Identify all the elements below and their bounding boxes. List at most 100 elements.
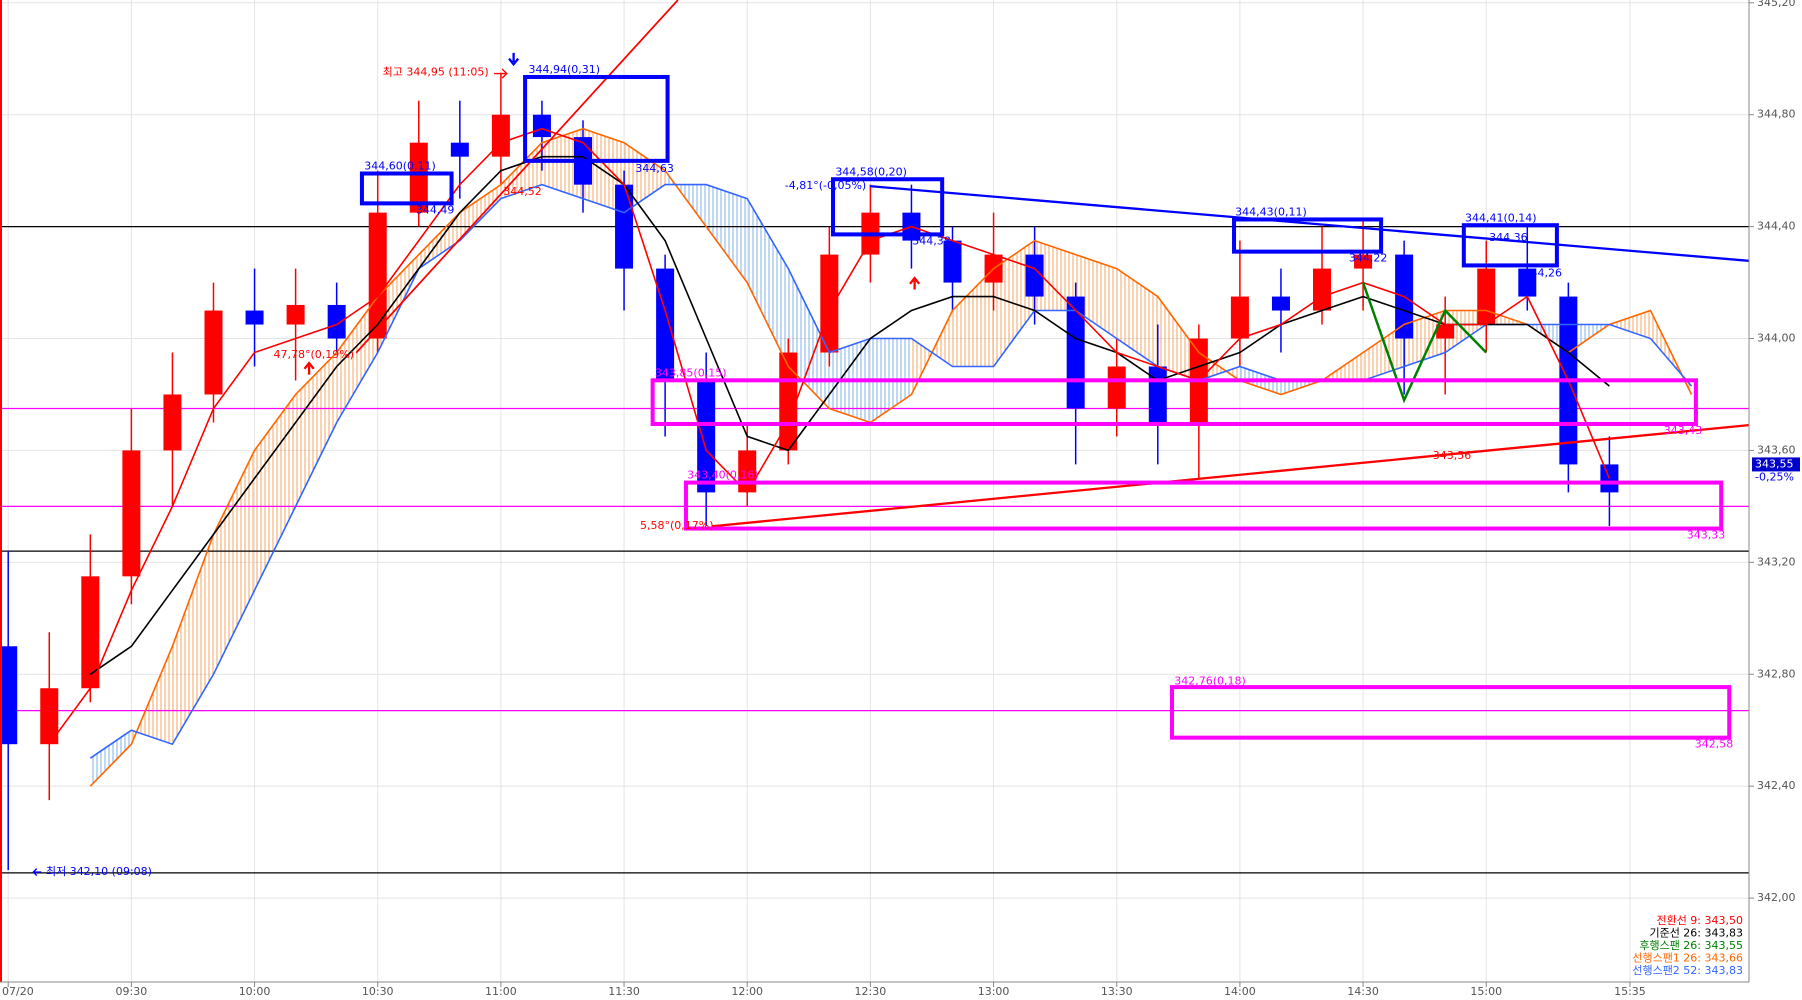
annotation: 최저 342,10 (09:08)	[46, 865, 152, 878]
box	[683, 480, 1724, 531]
candle-body	[615, 184, 634, 269]
cloud-segment	[1034, 240, 1076, 311]
cloud-segment	[952, 268, 994, 367]
annotation: 342,76(0,18)	[1174, 674, 1246, 687]
drawings	[32, 0, 1749, 877]
x-tick-label: 15:35	[1614, 985, 1646, 998]
annotation: 344,43(0,11)	[1235, 206, 1307, 219]
legend-entry: 선행스팬2 52: 343,83	[1632, 964, 1743, 977]
annotation: 47,78°(0,19%)	[273, 348, 354, 361]
annotation: 343,43	[1664, 424, 1703, 437]
candle-body	[368, 212, 387, 339]
annotation: 344,94(0,31)	[529, 63, 601, 76]
candle-body	[450, 142, 469, 157]
x-tick-label: 12:30	[855, 985, 887, 998]
arrow-down	[508, 52, 520, 67]
cloud-segment	[1363, 324, 1405, 381]
cloud-segment	[747, 198, 789, 367]
cloud-segment	[377, 254, 419, 353]
candle-body	[1600, 464, 1619, 493]
candle-body	[122, 450, 141, 577]
annotation: 343,40(0,16)	[687, 469, 759, 482]
candle-body	[1148, 366, 1167, 423]
cloud-segment	[1404, 310, 1446, 367]
annotation: 344,36	[1489, 231, 1528, 244]
x-tick-label: 11:00	[485, 985, 517, 998]
x-tick-label: 12:00	[731, 985, 763, 998]
series-line	[89, 183, 1693, 759]
candle-body	[0, 646, 18, 745]
candle-body	[1025, 254, 1044, 297]
cloud-segment	[295, 352, 337, 507]
x-tick-label: 11:30	[608, 985, 640, 998]
y-tick-label: 344,00	[1757, 332, 1796, 345]
y-tick-label: 343,60	[1757, 443, 1796, 456]
candle-body	[81, 576, 100, 689]
candle-body	[327, 304, 346, 339]
cloud-segment	[541, 128, 583, 199]
arrow-up	[909, 276, 921, 290]
cloud-segment	[1157, 296, 1199, 381]
y-tick-label: 343,20	[1757, 555, 1796, 568]
candle-body	[943, 240, 962, 283]
x-tick-label: 10:00	[239, 985, 271, 998]
candle-body	[1354, 254, 1373, 269]
price-change: -0,25%	[1755, 470, 1794, 483]
box	[1461, 223, 1559, 268]
arrow-up	[303, 361, 315, 375]
y-tick-label: 342,00	[1757, 891, 1796, 904]
annotation: 최고 344,95 (11:05)	[383, 65, 489, 78]
x-tick-label: 13:30	[1101, 985, 1133, 998]
y-tick-label: 342,80	[1757, 667, 1796, 680]
annotation: -4,81°(-0,05%)	[785, 179, 866, 192]
annotation: 344,41(0,14)	[1465, 211, 1537, 224]
x-tick-label: 14:00	[1224, 985, 1256, 998]
price-tag-label: 343,55	[1755, 457, 1794, 470]
box	[1169, 685, 1732, 740]
cloud-segment	[706, 184, 748, 283]
cloud-segment	[336, 296, 378, 423]
candle-body	[1436, 324, 1455, 339]
cloud-segment	[1116, 268, 1158, 367]
candle-body	[697, 380, 716, 493]
candle-body	[1477, 268, 1496, 325]
legend-entry: 기준선 26: 343,83	[1649, 927, 1743, 940]
cloud-segment	[1609, 310, 1651, 339]
cloud-segment	[788, 268, 830, 409]
candle-body	[1066, 296, 1085, 409]
x-tick-label: 14:30	[1347, 985, 1379, 998]
candle-body	[286, 304, 305, 325]
box	[650, 378, 1698, 426]
y-tick-label: 342,40	[1757, 779, 1796, 792]
annotation: 344,22	[1349, 252, 1388, 265]
candle-body	[532, 114, 551, 138]
annotation: 342,58	[1695, 738, 1734, 751]
trend-line	[712, 423, 1749, 528]
annotation: 343,85(0,15)	[655, 366, 727, 379]
series-line	[89, 155, 1610, 675]
candle-body	[1313, 268, 1332, 311]
price-tag	[1752, 457, 1800, 472]
annotation: 343,33	[1687, 528, 1726, 541]
candle-body	[1230, 296, 1249, 339]
x-tick-label: 13:00	[978, 985, 1010, 998]
box	[359, 171, 454, 206]
legend-entry: 후행스팬 26: 343,55	[1639, 939, 1743, 952]
legend-entry: 선행스팬1 26: 343,66	[1632, 952, 1743, 965]
x-tick-label: 10:30	[362, 985, 394, 998]
annotation: 344,63	[635, 162, 674, 175]
box	[831, 177, 945, 237]
annotation: 344,60(0,11)	[364, 160, 436, 173]
annotation: 344,26	[1524, 266, 1563, 279]
candle-body	[1518, 268, 1537, 297]
series-line	[1361, 282, 1488, 404]
series-line	[48, 127, 1611, 745]
box	[1232, 217, 1384, 254]
trend-line	[869, 184, 1749, 262]
annotation: 344,52	[503, 185, 541, 198]
candle-body	[820, 254, 839, 353]
candle-body	[656, 268, 675, 381]
